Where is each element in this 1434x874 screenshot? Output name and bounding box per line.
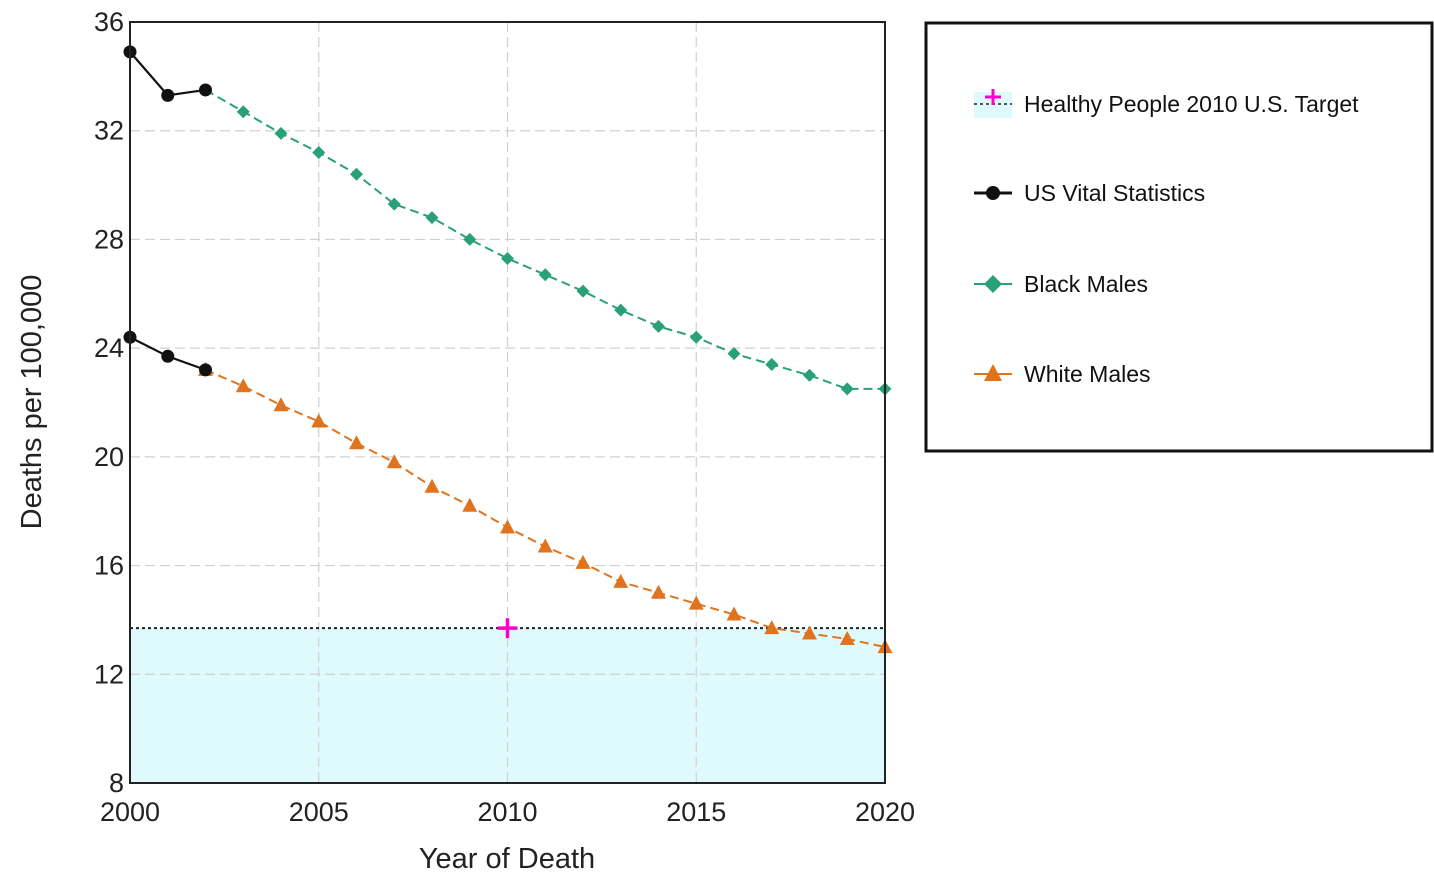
black-males-point — [350, 167, 363, 181]
black-males-point — [538, 268, 552, 282]
legend-label-target: Healthy People 2010 U.S. Target — [1024, 91, 1359, 117]
legend-item-observed: US Vital Statistics — [974, 180, 1205, 206]
white-males-point — [386, 454, 402, 469]
y-tick-label: 24 — [94, 333, 124, 363]
legend-box — [924, 21, 1434, 453]
black-males-point — [425, 211, 439, 225]
black-males-point — [312, 145, 326, 159]
legend-label-observed: US Vital Statistics — [1024, 180, 1205, 206]
black-males-point — [463, 232, 477, 246]
y-axis-title: Deaths per 100,000 — [16, 275, 48, 530]
y-tick-label: 36 — [94, 7, 124, 37]
series-layer — [123, 45, 893, 654]
black-males-point — [765, 357, 779, 371]
y-tick-label: 32 — [94, 116, 124, 146]
x-tick-label: 2000 — [100, 797, 160, 827]
white-males-point — [839, 630, 855, 645]
white-males-point — [726, 606, 742, 621]
legend-label-black-males: Black Males — [1024, 271, 1148, 297]
white-males-point — [537, 538, 553, 553]
white-males-point — [575, 554, 591, 569]
x-tick-label: 2010 — [477, 797, 537, 827]
white-males-point — [273, 397, 289, 412]
black-males-point — [689, 330, 703, 344]
white-males-point — [462, 497, 478, 512]
observed-point — [161, 88, 175, 102]
y-tick-label: 28 — [94, 224, 124, 254]
circle-marker-icon — [986, 186, 1000, 200]
x-tick-label: 2015 — [666, 797, 726, 827]
white-males-point — [235, 378, 251, 393]
y-tick-label: 16 — [94, 551, 124, 581]
black-males-point — [614, 303, 628, 317]
diamond-marker-icon — [984, 275, 1002, 293]
white-males-point — [802, 625, 817, 640]
observed-point — [199, 83, 212, 97]
observed-point — [199, 363, 212, 377]
white-males-point — [688, 595, 704, 610]
white-males-point — [613, 573, 629, 588]
black-males-point — [576, 284, 590, 298]
white-males-point — [424, 478, 440, 493]
legend-item-target: Healthy People 2010 U.S. Target — [974, 89, 1359, 118]
triangle-marker-icon — [984, 364, 1002, 381]
axis-ticks: 8 12 16 20 24 28 32 36 2000 2005 2010 2015 2020 — [94, 7, 915, 827]
white-males-point — [500, 519, 515, 534]
x-axis-title: Year of Death — [419, 843, 595, 874]
y-tick-label: 8 — [109, 768, 124, 798]
y-tick-label: 20 — [94, 442, 124, 472]
white-males-point — [311, 413, 327, 428]
black-males-point — [274, 126, 288, 140]
black-males-point — [652, 319, 665, 333]
black-males-point — [840, 382, 854, 396]
black-males-point — [236, 105, 250, 119]
legend-item-black-males: Black Males — [974, 271, 1148, 297]
y-tick-label: 12 — [94, 659, 124, 689]
plus-icon — [985, 89, 1001, 105]
legend-label-white-males: White Males — [1024, 361, 1151, 387]
black-males-point — [387, 197, 401, 211]
white-males-point — [764, 620, 780, 635]
black-males-point — [727, 347, 741, 361]
white-males-point — [651, 584, 666, 599]
plot-frame — [129, 21, 886, 784]
legend-item-white-males: White Males — [974, 361, 1151, 387]
target-marker — [497, 618, 518, 639]
black-males-point — [501, 251, 514, 265]
white-males-point — [349, 435, 364, 450]
black-males-point — [803, 368, 816, 382]
observed-point — [161, 349, 175, 363]
x-tick-label: 2005 — [289, 797, 349, 827]
x-tick-label: 2020 — [855, 797, 915, 827]
legend: Healthy People 2010 U.S. Target US Vital… — [924, 21, 1434, 453]
